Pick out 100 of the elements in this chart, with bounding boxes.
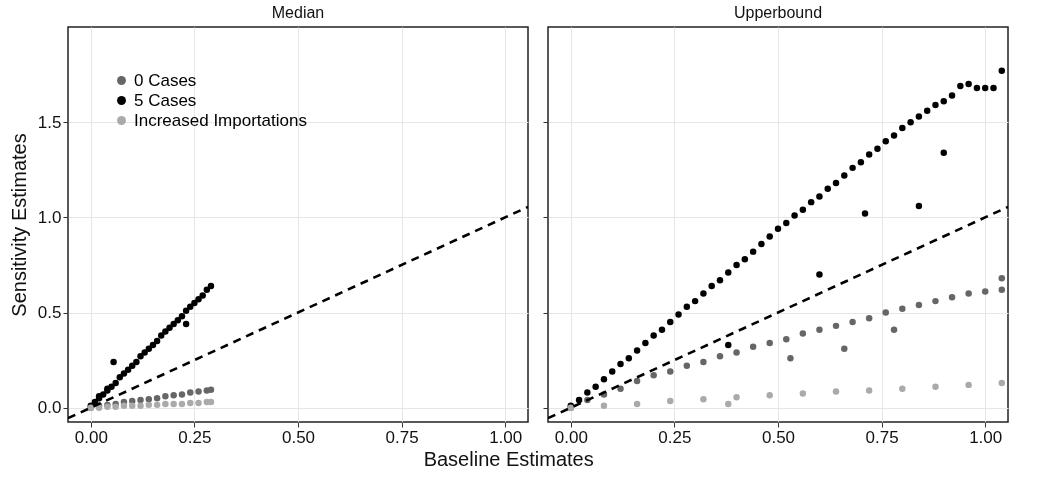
point — [170, 320, 177, 328]
chart-title: Median — [271, 4, 325, 21]
point — [816, 326, 823, 333]
point — [899, 305, 906, 312]
point — [633, 347, 641, 354]
point — [725, 341, 732, 349]
point — [799, 390, 807, 397]
point — [733, 261, 740, 269]
point — [153, 394, 161, 402]
point — [199, 292, 206, 299]
point — [816, 271, 823, 278]
point — [178, 313, 186, 320]
point — [915, 113, 923, 120]
legend-label: 5 Cases — [134, 90, 197, 110]
point — [948, 294, 956, 301]
point — [940, 149, 948, 156]
point — [725, 269, 732, 276]
point — [716, 276, 724, 284]
point — [158, 332, 165, 339]
point — [650, 332, 657, 339]
point — [841, 345, 848, 352]
point — [608, 368, 616, 375]
point — [617, 360, 624, 368]
point — [998, 67, 1006, 75]
point — [857, 158, 865, 166]
point — [957, 82, 964, 90]
point — [733, 394, 740, 401]
point — [700, 290, 707, 297]
point — [749, 248, 757, 255]
point — [683, 303, 691, 311]
point — [667, 318, 674, 326]
point — [799, 330, 807, 337]
point — [633, 400, 641, 408]
x-tick-label: 0.75 — [865, 427, 899, 447]
point — [170, 400, 177, 408]
point — [832, 388, 840, 395]
point — [187, 399, 194, 407]
point — [584, 389, 591, 396]
point — [667, 397, 674, 405]
point — [758, 240, 765, 248]
point — [832, 322, 840, 330]
point — [700, 395, 707, 403]
x-tick-label: 0.50 — [281, 427, 316, 447]
point — [116, 374, 124, 381]
point — [120, 402, 128, 410]
point — [658, 326, 666, 333]
point — [642, 339, 649, 347]
point — [923, 107, 931, 114]
point — [153, 401, 161, 409]
point — [965, 80, 972, 88]
point — [182, 320, 190, 328]
point — [874, 145, 881, 153]
point — [145, 345, 153, 352]
point — [170, 392, 177, 399]
point — [998, 275, 1006, 282]
point — [799, 206, 807, 213]
point — [791, 212, 798, 219]
point — [725, 400, 732, 408]
point — [128, 402, 136, 410]
point — [981, 84, 989, 92]
point — [783, 219, 790, 227]
point — [600, 402, 608, 410]
point — [932, 297, 939, 305]
point — [162, 393, 169, 400]
point — [766, 233, 773, 240]
point — [824, 185, 831, 193]
point — [807, 198, 815, 206]
point — [110, 358, 117, 366]
point — [915, 202, 923, 210]
point — [145, 401, 153, 409]
point — [691, 297, 699, 305]
point — [137, 396, 144, 404]
point — [203, 286, 211, 293]
x-tick-label: 1.00 — [489, 427, 523, 447]
point — [932, 101, 939, 109]
point — [849, 164, 856, 172]
point — [145, 395, 153, 403]
y-tick-label: 0.0 — [37, 398, 62, 418]
point — [153, 337, 161, 345]
point — [195, 388, 202, 395]
point — [133, 358, 140, 366]
point — [162, 400, 169, 408]
point — [882, 137, 889, 145]
point — [990, 84, 997, 92]
point — [865, 315, 873, 322]
x-axis-title: Baseline Estimates — [423, 447, 594, 470]
point — [948, 92, 956, 99]
point — [700, 358, 707, 366]
point — [625, 355, 633, 362]
point — [617, 385, 624, 392]
point — [774, 225, 782, 233]
point — [207, 282, 215, 290]
point — [575, 396, 583, 404]
point — [741, 256, 749, 263]
x-tick-label: 0.25 — [658, 427, 692, 447]
point — [592, 383, 599, 391]
legend-label: Increased Importations — [134, 110, 307, 130]
point — [890, 326, 898, 333]
point — [915, 301, 923, 309]
x-tick-label: 0.00 — [554, 427, 588, 447]
